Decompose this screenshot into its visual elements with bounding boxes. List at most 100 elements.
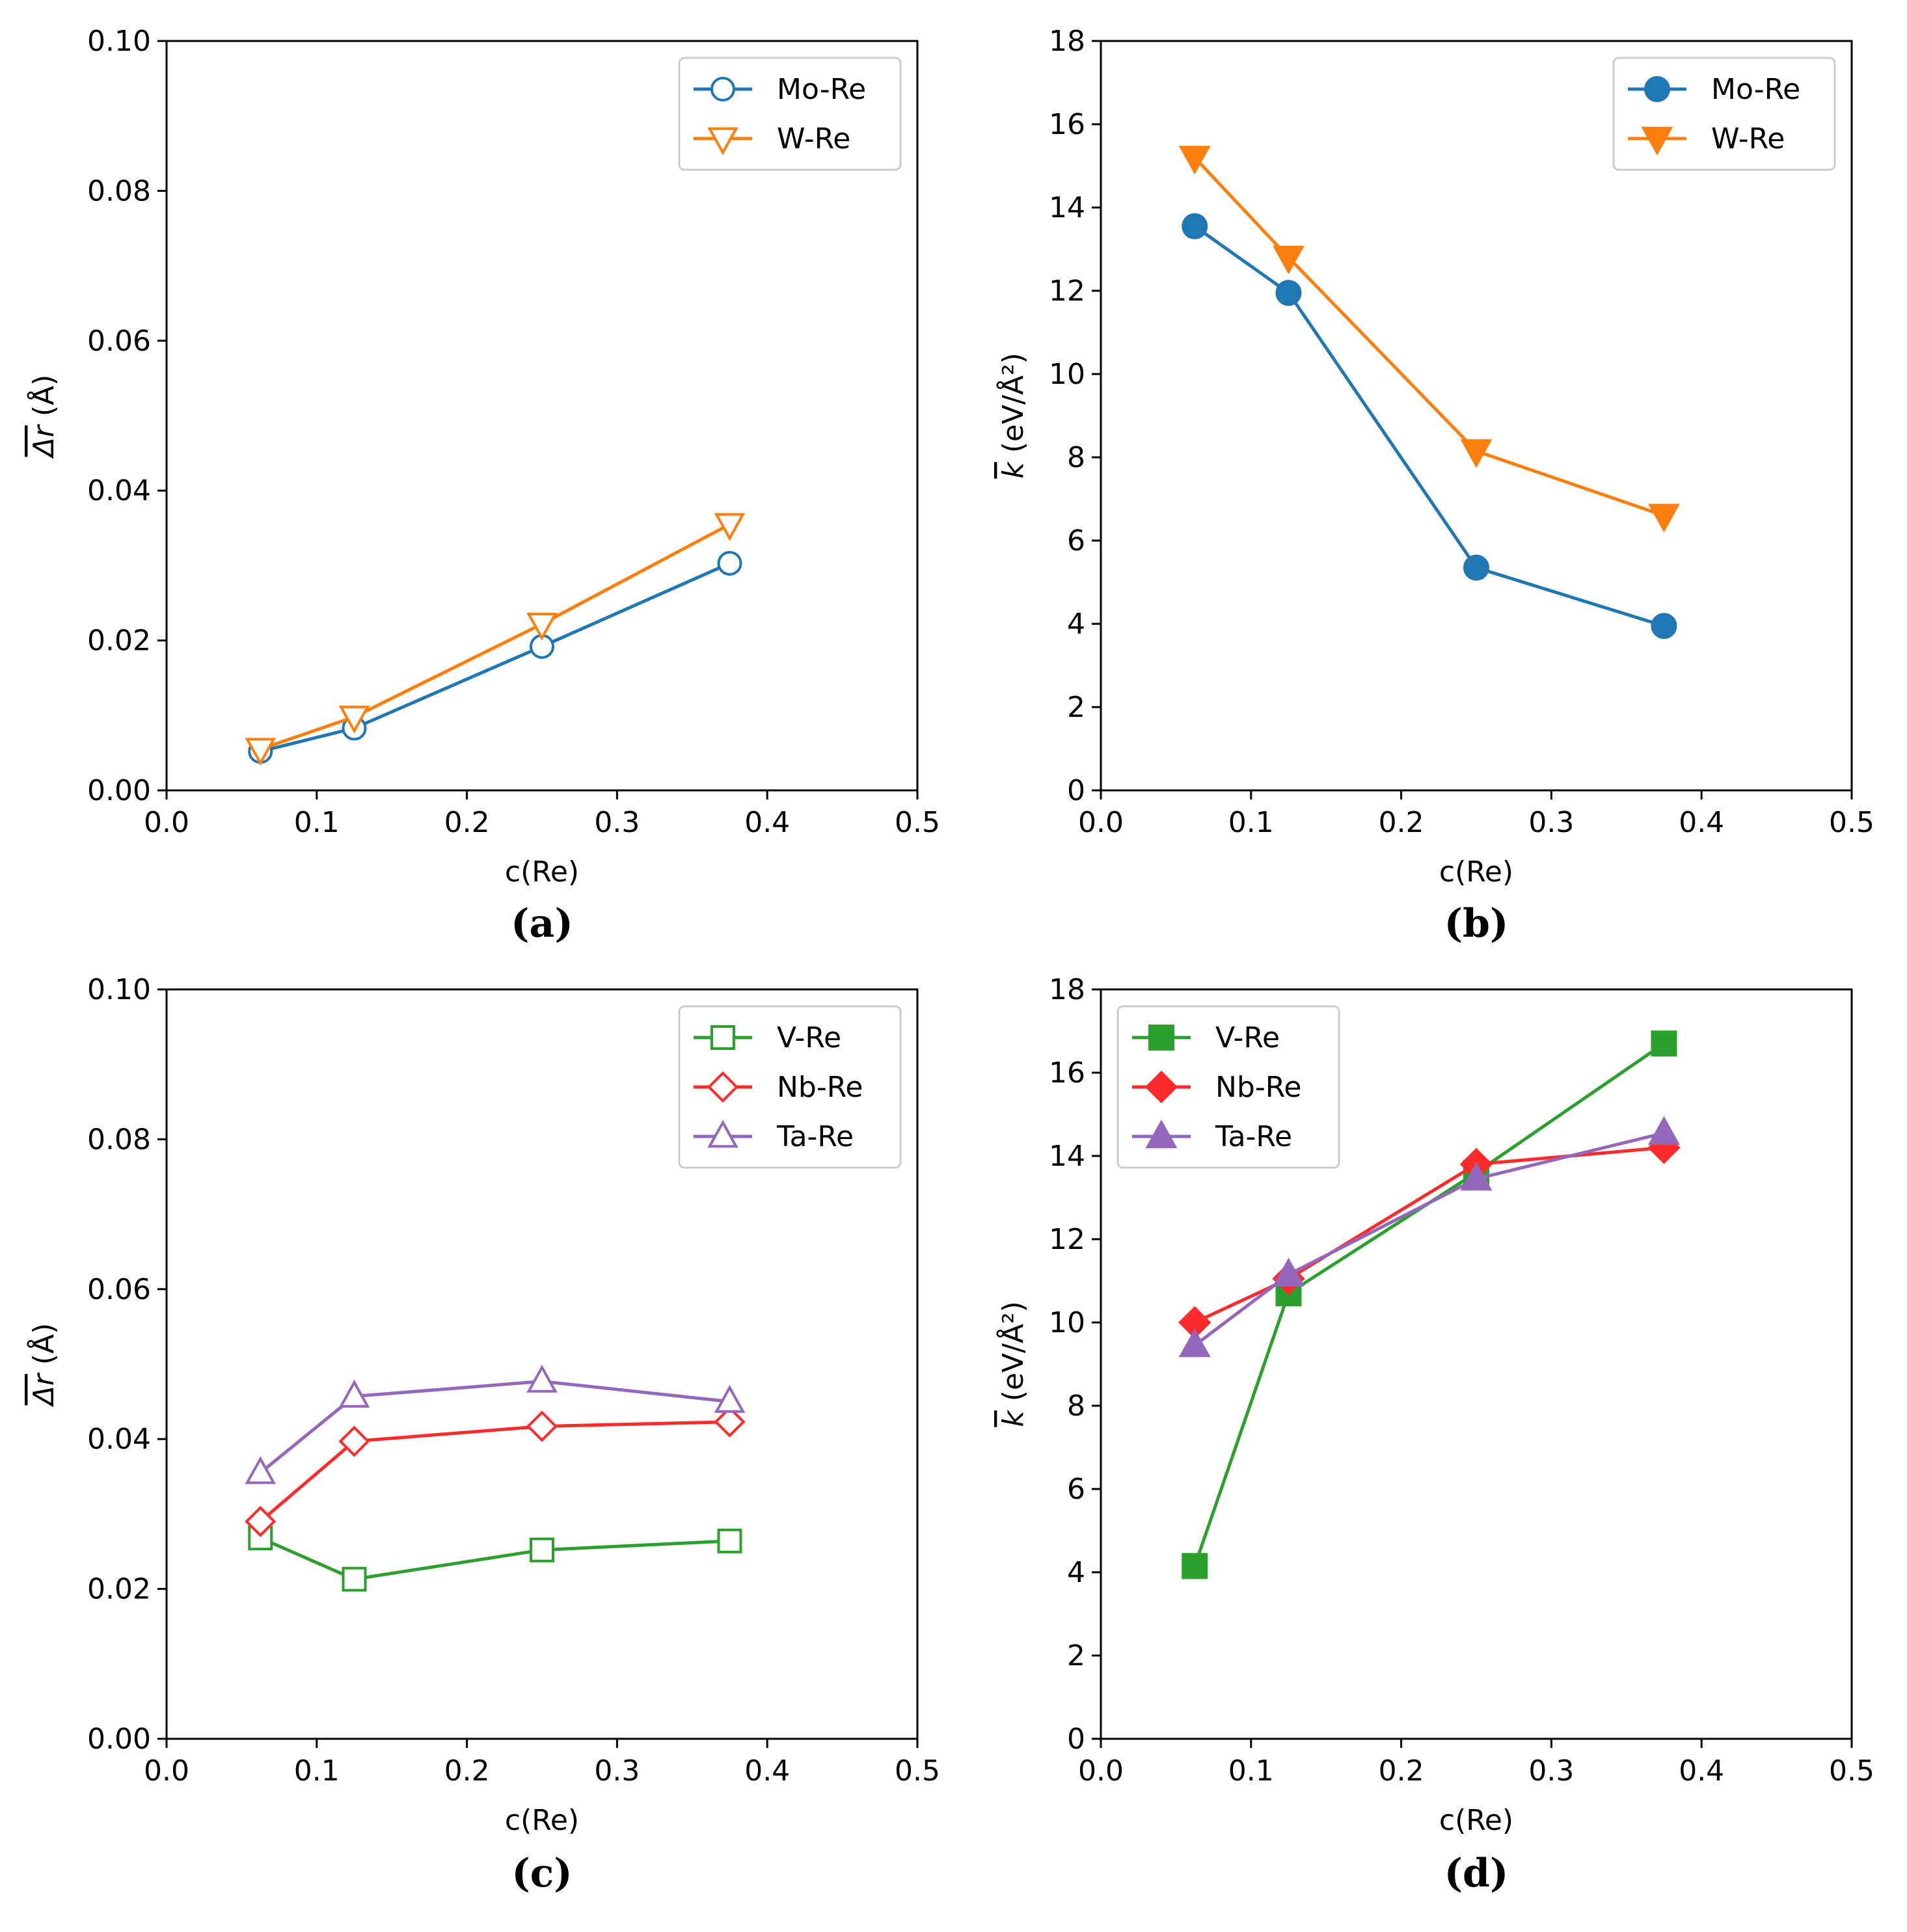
y-axis-label: Δr (Å) — [26, 375, 61, 459]
chart-panel-1: 0.0 0.1 0.2 0.3 0.4 0.5 0.00 0.02 0.04 0.06 0.08 0.… — [26, 25, 940, 946]
legend-marker-Ta-Re — [707, 1120, 738, 1148]
x-tick-label: 0.1 — [294, 1754, 340, 1788]
x-tick-label: 0.5 — [895, 806, 940, 839]
x-tick-label: 0.1 — [294, 806, 340, 839]
data-point-V-Re — [530, 1537, 554, 1563]
data-point-Ta-Re — [245, 1456, 277, 1484]
x-tick-label: 0.4 — [1679, 806, 1724, 839]
y-tick-label: 12 — [1049, 275, 1085, 308]
data-point-Mo-Re — [1275, 280, 1302, 306]
y-axis-symbol: k — [997, 461, 1030, 479]
y-tick-label: 0.10 — [87, 25, 151, 58]
x-tick-label: 0.4 — [744, 1754, 790, 1788]
y-tick-label: 0.02 — [87, 1573, 151, 1606]
legend-marker-Mo-Re — [1644, 76, 1670, 102]
x-tick-label: 0.0 — [144, 806, 189, 839]
y-tick-label: 10 — [1049, 358, 1085, 391]
x-axis-label: c(Re) — [505, 1804, 579, 1837]
x-tick-label: 0.1 — [1228, 806, 1274, 839]
legend-label-V-Re: V-Re — [1215, 1021, 1280, 1054]
data-point-Ta-Re — [714, 1385, 746, 1413]
data-point-W-Re — [1273, 245, 1305, 275]
data-point-Nb-Re — [245, 1505, 277, 1537]
y-tick-label: 8 — [1067, 441, 1085, 474]
x-axis-label: c(Re) — [505, 855, 579, 889]
x-tick-label: 0.3 — [594, 1754, 640, 1788]
y-tick-label: 12 — [1049, 1223, 1085, 1256]
y-tick-label: 10 — [1049, 1306, 1085, 1339]
y-tick-label: 14 — [1049, 1140, 1085, 1173]
legend-label-W-Re: W-Re — [1711, 122, 1785, 155]
data-point-Mo-Re — [1463, 554, 1489, 581]
data-point-Mo-Re — [1651, 613, 1677, 639]
data-point-V-Re — [1651, 1030, 1677, 1057]
data-point-W-Re — [714, 513, 746, 541]
x-tick-label: 0.4 — [1679, 1754, 1724, 1788]
legend-label-Ta-Re: Ta-Re — [1215, 1120, 1292, 1153]
y-axis-label: k (eV/Å²) — [995, 353, 1030, 479]
y-tick-label: 0.00 — [87, 774, 151, 807]
y-tick-label: 14 — [1049, 191, 1085, 224]
data-point-Nb-Re — [526, 1410, 558, 1442]
x-tick-label: 0.0 — [144, 1754, 189, 1788]
chart-panel-4: 0.0 0.1 0.2 0.3 0.4 0.5 0 2 4 6 8 10 12 14 16 18 c(Re) k … — [995, 973, 1874, 1896]
chart-panel-2: 0.0 0.1 0.2 0.3 0.4 0.5 0 2 4 6 8 10 12 14 16 18 c(Re) k … — [995, 25, 1874, 946]
y-axis-symbol: Δr — [27, 423, 61, 459]
panel-label: (a) — [511, 901, 573, 946]
legend: Mo-Re W-Re — [678, 57, 902, 171]
y-axis-symbol: k — [997, 1410, 1030, 1427]
y-tick-label: 2 — [1067, 1639, 1085, 1672]
x-tick-label: 0.3 — [1528, 1754, 1574, 1788]
data-point-Ta-Re — [1178, 1328, 1211, 1358]
x-tick-label: 0.4 — [744, 806, 790, 839]
legend-marker-W-Re — [707, 127, 738, 155]
y-tick-label: 4 — [1067, 1556, 1085, 1589]
y-tick-label: 0.10 — [87, 973, 151, 1006]
series-line-Ta-Re — [1193, 1131, 1665, 1347]
data-point-W-Re — [526, 612, 558, 641]
y-tick-label: 18 — [1049, 25, 1085, 58]
legend-marker-W-Re — [1641, 126, 1673, 155]
data-point-W-Re — [245, 738, 277, 766]
legend-marker-Ta-Re — [1145, 1120, 1178, 1149]
y-axis-label: Δr (Å) — [26, 1323, 61, 1408]
y-axis-units: (eV/Å²) — [995, 353, 1030, 462]
x-tick-label: 0.3 — [1528, 806, 1574, 839]
axes-frame — [165, 988, 919, 1740]
series-line-Ta-Re — [259, 1379, 730, 1474]
y-tick-label: 0.08 — [87, 174, 151, 208]
series-line-Mo-Re — [260, 561, 731, 753]
legend-label-W-Re: W-Re — [777, 122, 850, 155]
data-point-W-Re — [338, 705, 370, 734]
y-tick-label: 0.08 — [87, 1123, 151, 1156]
axes-frame — [165, 40, 919, 792]
x-tick-label: 0.5 — [1829, 1754, 1874, 1788]
legend-label-Nb-Re: Nb-Re — [1215, 1071, 1301, 1104]
y-axis-units: (Å) — [26, 1323, 61, 1374]
y-tick-label: 0.00 — [87, 1723, 151, 1756]
series-line-Nb-Re — [259, 1420, 730, 1523]
series-line-V-Re — [1193, 1042, 1665, 1567]
y-tick-label: 16 — [1049, 1056, 1085, 1090]
y-tick-label: 18 — [1049, 973, 1085, 1006]
y-tick-label: 0.06 — [87, 1273, 151, 1306]
data-point-Ta-Re — [1648, 1116, 1680, 1145]
y-tick-label: 8 — [1067, 1389, 1085, 1423]
x-axis-label: c(Re) — [1439, 855, 1513, 889]
y-tick-label: 0.06 — [87, 325, 151, 358]
legend-marker-Nb-Re — [1144, 1070, 1178, 1104]
data-point-W-Re — [1178, 146, 1211, 175]
legend-label-V-Re: V-Re — [777, 1021, 841, 1054]
data-point-W-Re — [1460, 439, 1493, 468]
legend-label-Nb-Re: Nb-Re — [777, 1071, 863, 1104]
data-point-Mo-Re — [1182, 213, 1208, 239]
chart-panel-3: 0.0 0.1 0.2 0.3 0.4 0.5 0.00 0.02 0.04 0.06 0.08 0.… — [26, 973, 940, 1896]
x-tick-label: 0.3 — [594, 806, 640, 839]
axes-frame — [1100, 988, 1853, 1740]
x-tick-label: 0.2 — [444, 806, 490, 839]
x-tick-label: 0.2 — [1379, 806, 1424, 839]
y-tick-label: 0 — [1067, 774, 1085, 807]
y-tick-label: 0.02 — [87, 624, 151, 658]
legend-marker-V-Re — [710, 1025, 735, 1050]
